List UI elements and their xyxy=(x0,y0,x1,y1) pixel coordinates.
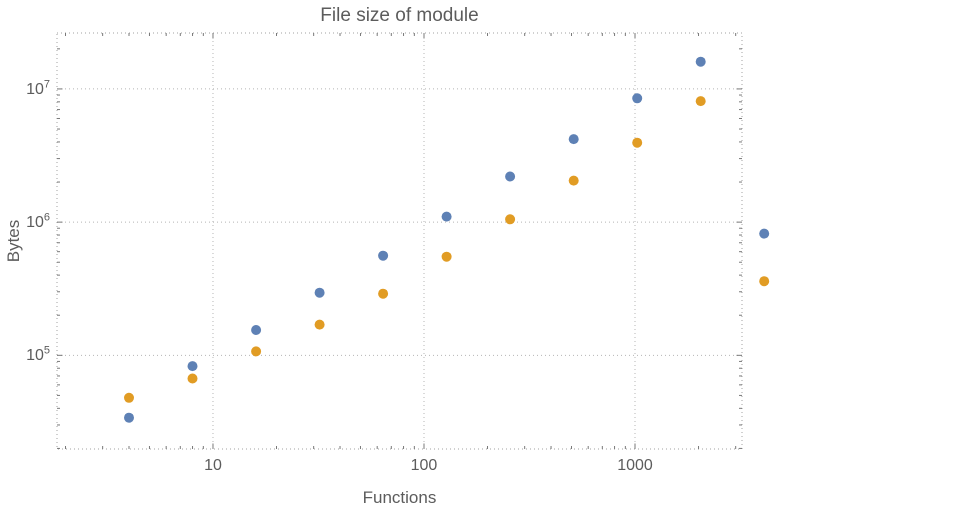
data-point-orange xyxy=(695,96,706,107)
y-tick-label: 105 xyxy=(26,344,50,365)
data-point-orange xyxy=(568,175,579,186)
x-tick-label: 100 xyxy=(410,457,438,474)
data-point-blue xyxy=(314,287,325,298)
data-point-orange xyxy=(251,346,262,357)
data-point-blue xyxy=(187,361,198,372)
data-point-orange xyxy=(759,276,770,287)
y-tick-label: 106 xyxy=(26,211,50,231)
data-point-blue xyxy=(568,134,579,145)
plot-frame xyxy=(56,32,743,450)
x-tick-label: 1000 xyxy=(617,457,653,474)
x-axis-label: Functions xyxy=(362,488,437,507)
data-point-orange xyxy=(632,137,643,148)
chart-title: File size of module xyxy=(320,5,479,26)
data-point-blue xyxy=(124,412,134,423)
data-point-blue xyxy=(505,171,516,182)
data-point-orange xyxy=(314,319,325,330)
data-point-blue xyxy=(632,93,643,104)
data-point-blue xyxy=(759,228,770,239)
data-point-orange xyxy=(124,392,134,403)
data-point-blue xyxy=(695,56,706,67)
y-tick-label: 107 xyxy=(26,78,50,98)
data-point-blue xyxy=(378,250,389,261)
data-point-blue xyxy=(251,325,262,335)
x-tick-label: 10 xyxy=(204,457,222,474)
data-point-blue xyxy=(441,211,452,222)
data-point-orange xyxy=(441,251,452,262)
data-point-orange xyxy=(187,373,198,384)
data-point-orange xyxy=(505,214,516,225)
data-point-orange xyxy=(378,288,389,299)
